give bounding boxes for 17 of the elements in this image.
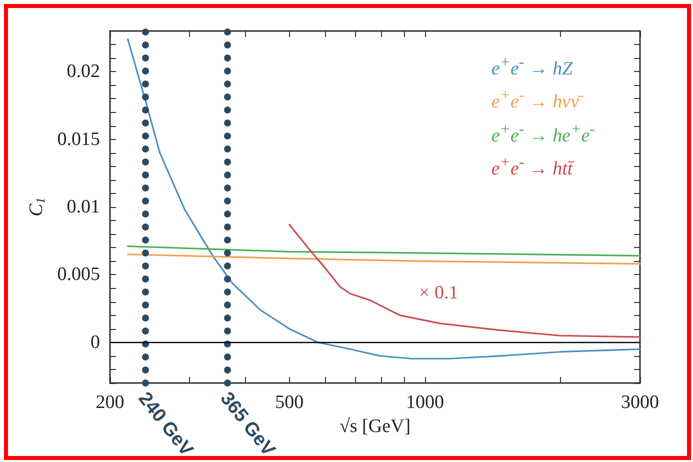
y-tick-label: 0.01 [66,196,100,218]
annotation: × 0.1 [418,282,458,304]
x-axis-title: √s [GeV] [339,416,411,437]
y-axis-title: C1 [26,198,48,216]
text: e$^{+}$e$^{-}$ → hνν̄ [491,86,584,115]
x-tick-label: 1000 [406,392,444,413]
annotation: 240 GeV [133,388,197,460]
text: e$^{+}$e$^{-}$ → he$^{+}$e$^{-}$ [491,120,595,148]
text: e$^{+}$e$^{-}$ → hZ [491,53,574,82]
y-tick-label: 0.005 [57,264,100,286]
y-tick-label: 0.015 [57,128,100,150]
x-tick-label: 3000 [621,392,659,413]
y-tick-label: 0.02 [66,61,100,82]
y-tick-label: 0 [90,332,100,353]
text: e$^{+}$e$^{-}$ → htt̄ [491,152,575,182]
x-tick-label: 500 [275,392,304,413]
x-tick-label: 200 [96,392,124,413]
